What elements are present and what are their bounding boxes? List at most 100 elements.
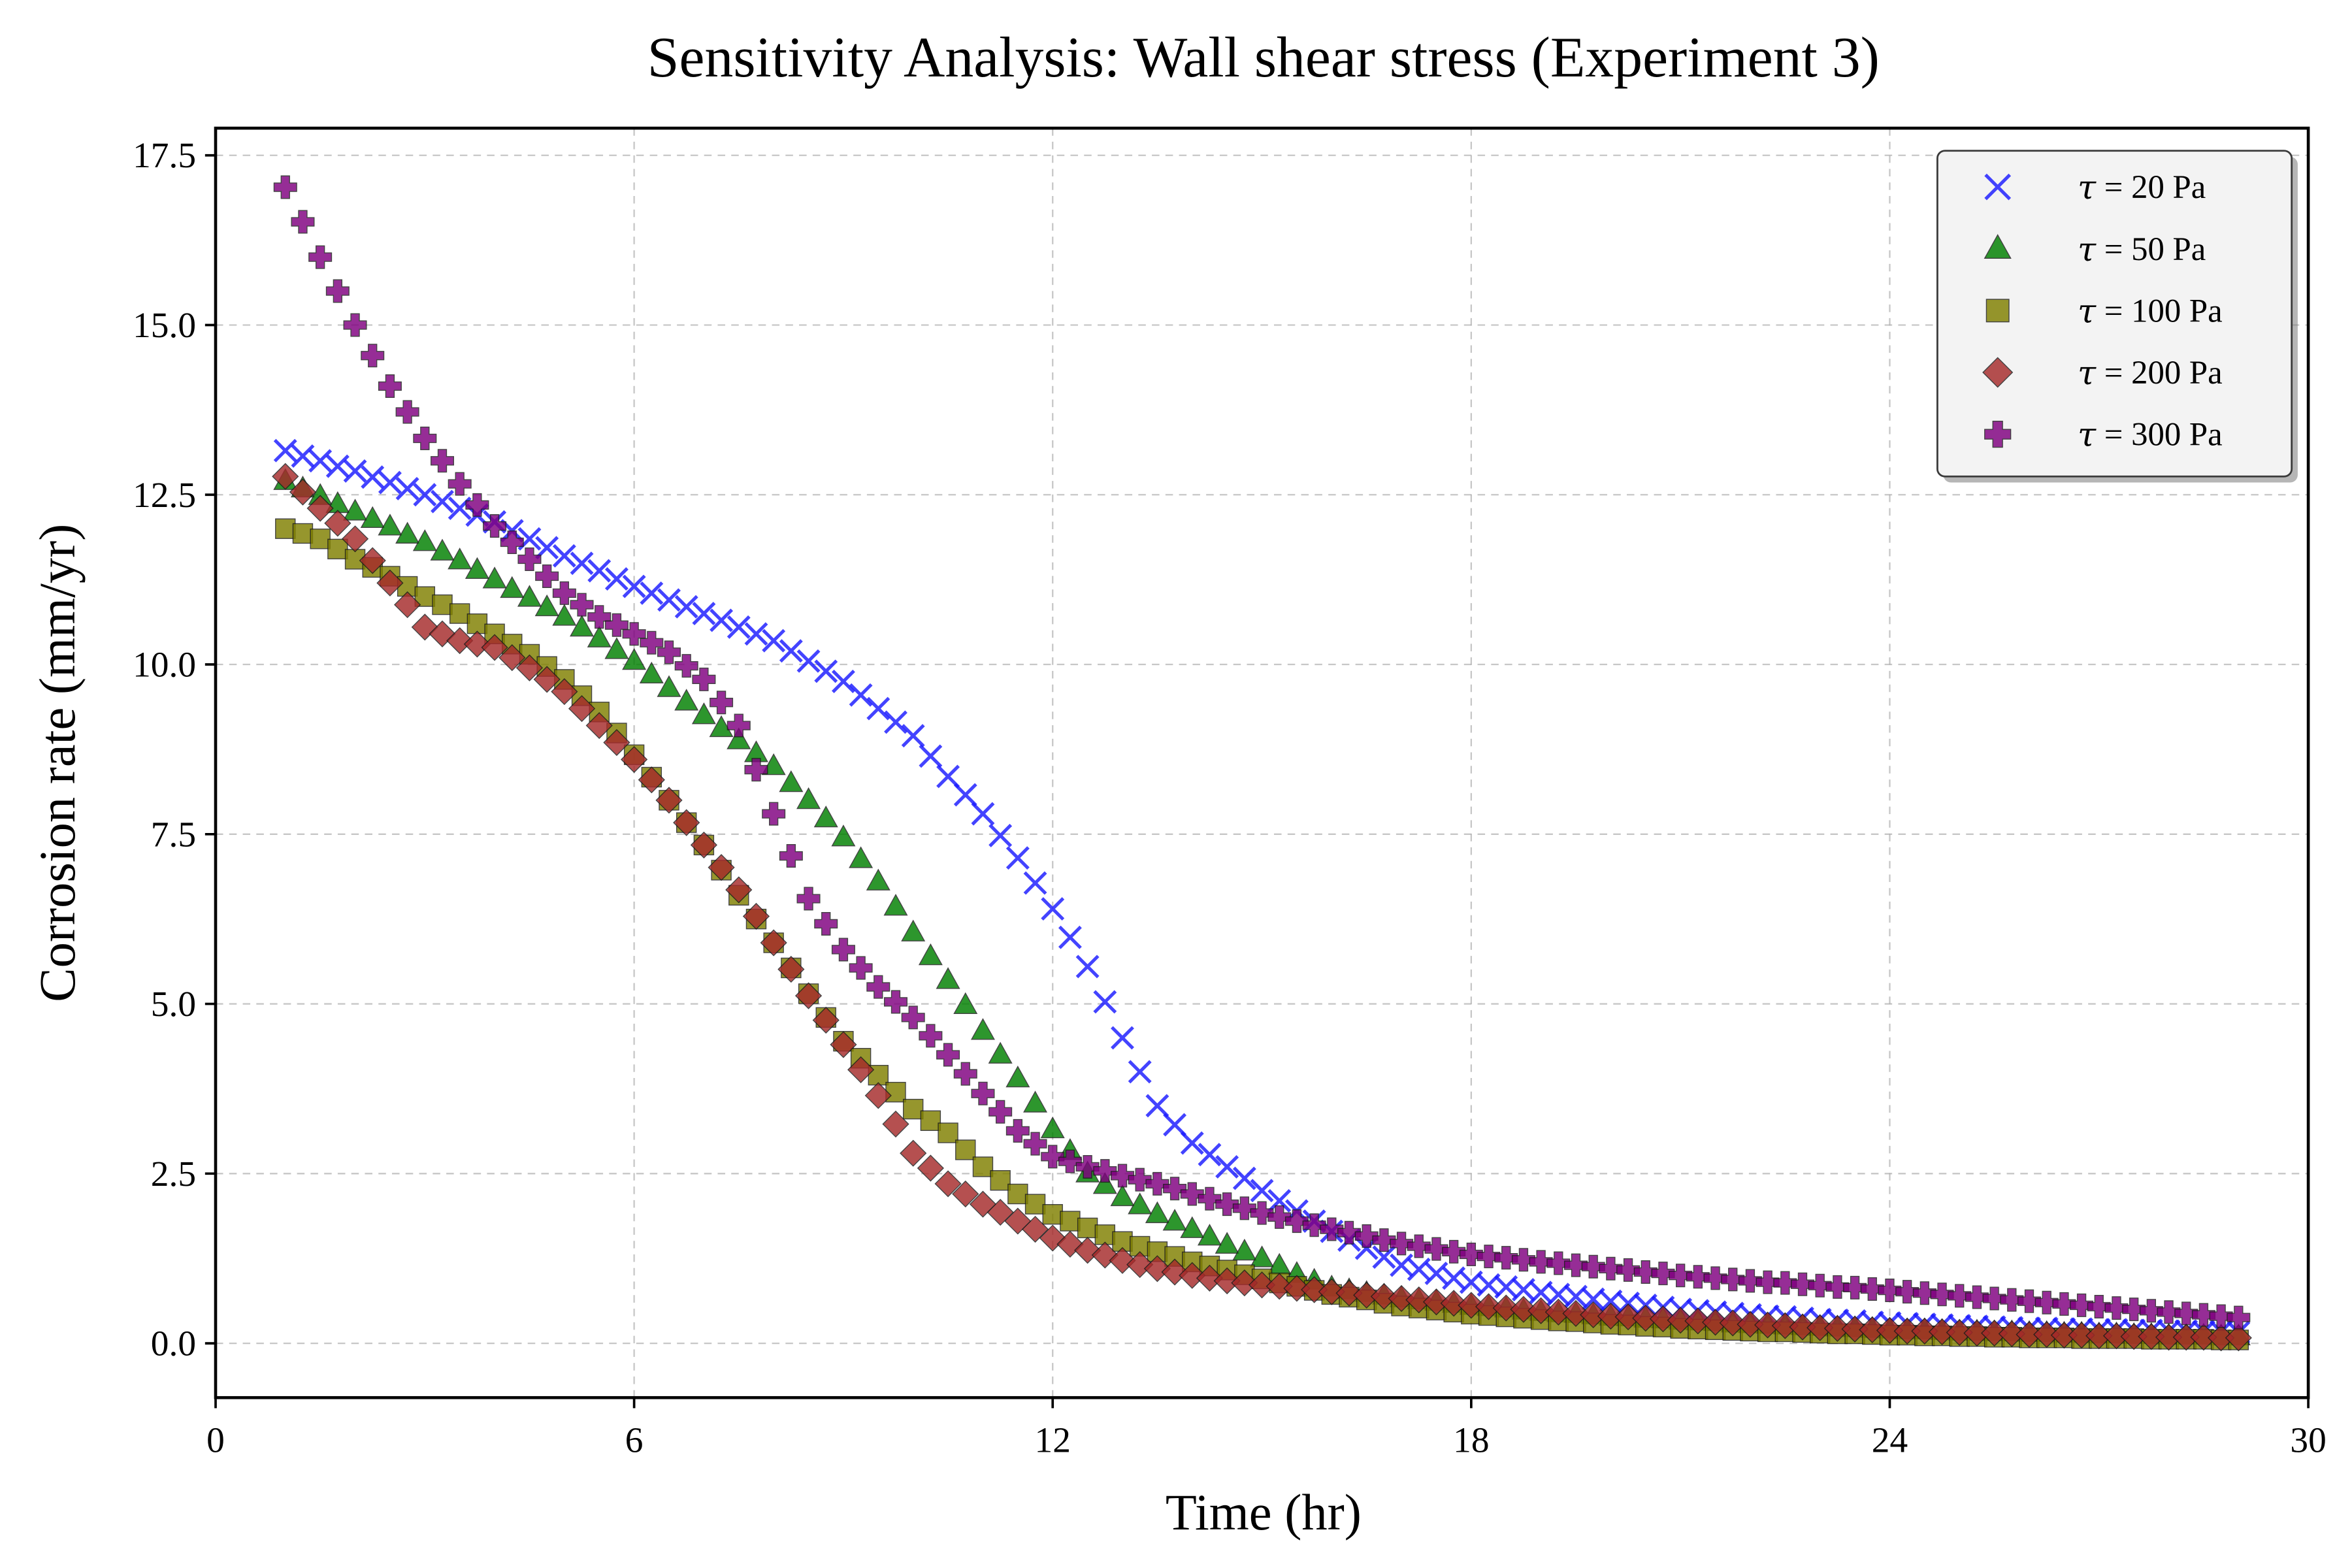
data-point [1667,1307,1694,1334]
data-point [674,689,699,711]
data-point [903,1098,924,1120]
data-point [343,459,367,483]
data-point [1337,1220,1361,1245]
y-axis-label: Corrosion rate (mm/yr) [29,524,86,1002]
data-point [761,753,786,776]
data-point [551,678,578,706]
data-point [448,547,472,570]
series-plus [273,175,2251,1330]
data-point [866,696,890,721]
data-point [1475,1293,1503,1320]
data-point [1128,1192,1152,1215]
data-point [500,576,525,598]
data-point [814,911,838,936]
data-point [1250,1201,1274,1225]
data-point [1180,1216,1205,1238]
data-point [534,594,559,617]
data-point [1007,1183,1028,1205]
data-point [343,498,368,521]
data-point [517,547,542,571]
data-point [2227,1305,2251,1330]
data-point [1266,1273,1293,1300]
data-point [449,603,470,624]
data-point [727,713,751,738]
data-point [708,854,735,881]
data-point [1093,990,1117,1014]
data-point [866,975,890,999]
data-point [1041,897,1065,921]
data-point [1198,1143,1222,1167]
legend-marker [1984,421,2012,448]
data-point [325,279,350,303]
data-point [515,654,544,681]
data-point [779,639,803,663]
legend-symbol: τ [2078,415,2097,453]
data-point [971,802,995,826]
data-point [1111,1164,1135,1188]
data-point [674,595,698,619]
data-point [1005,1065,1030,1088]
x-tick-label: 30 [2290,1420,2326,1460]
data-point [1930,1282,1954,1307]
data-point [1128,1168,1152,1192]
data-point [361,344,385,368]
data-point [831,938,855,962]
data-point [1616,1258,1641,1282]
data-point [1283,1275,1311,1302]
data-point [2000,1288,2024,1312]
data-point [2104,1296,2129,1320]
data-point [988,1041,1013,1064]
data-point [917,1154,944,1182]
data-point [1143,1255,1171,1282]
legend-text: = 200 Pa [2096,354,2223,391]
data-point [1075,1154,1100,1179]
data-point [744,622,768,646]
data-point [1213,1267,1241,1295]
plot-frame [214,126,2310,1399]
data-point [901,724,925,748]
data-point [1128,1060,1152,1084]
data-point [885,1081,906,1103]
data-point [2070,1293,2094,1317]
data-point [1215,1232,1239,1254]
data-point [1529,1250,1553,1274]
y-tick-label: 7.5 [151,814,196,854]
data-point [1492,1294,1520,1322]
data-point [1197,1224,1222,1246]
data-point [306,495,334,522]
data-point [341,525,369,553]
data-point [376,569,404,596]
legend-symbol: τ [2078,229,2097,268]
data-point [849,956,873,980]
data-point [431,489,454,514]
data-point [1998,1320,2025,1348]
data-point [760,929,787,956]
data-point [1163,1113,1187,1137]
data-point [517,585,542,607]
data-point [1145,1201,1169,1224]
data-point [901,1005,925,1030]
x-tick-label: 24 [1872,1420,1908,1460]
data-point [1162,1209,1187,1231]
data-point [884,710,907,734]
data-point [500,530,524,554]
data-point [952,1180,979,1208]
data-point [310,529,331,549]
data-point [777,955,805,983]
data-point [446,627,474,655]
data-point [1965,1285,1989,1309]
data-point [1372,1228,1396,1252]
data-point [1669,1264,1693,1288]
data-point [1040,1116,1065,1139]
data-point [674,654,698,678]
data-point [289,478,317,506]
data-point [1948,1284,1972,1308]
data-point [308,449,333,473]
legend-symbol: τ [2078,353,2097,392]
data-point [570,551,594,576]
data-point [953,783,977,807]
legend-entry: τ = 200 Pa [1982,353,2223,392]
data-point [1390,1253,1414,1277]
data-point [1825,1275,1850,1299]
data-point [1110,1184,1135,1207]
